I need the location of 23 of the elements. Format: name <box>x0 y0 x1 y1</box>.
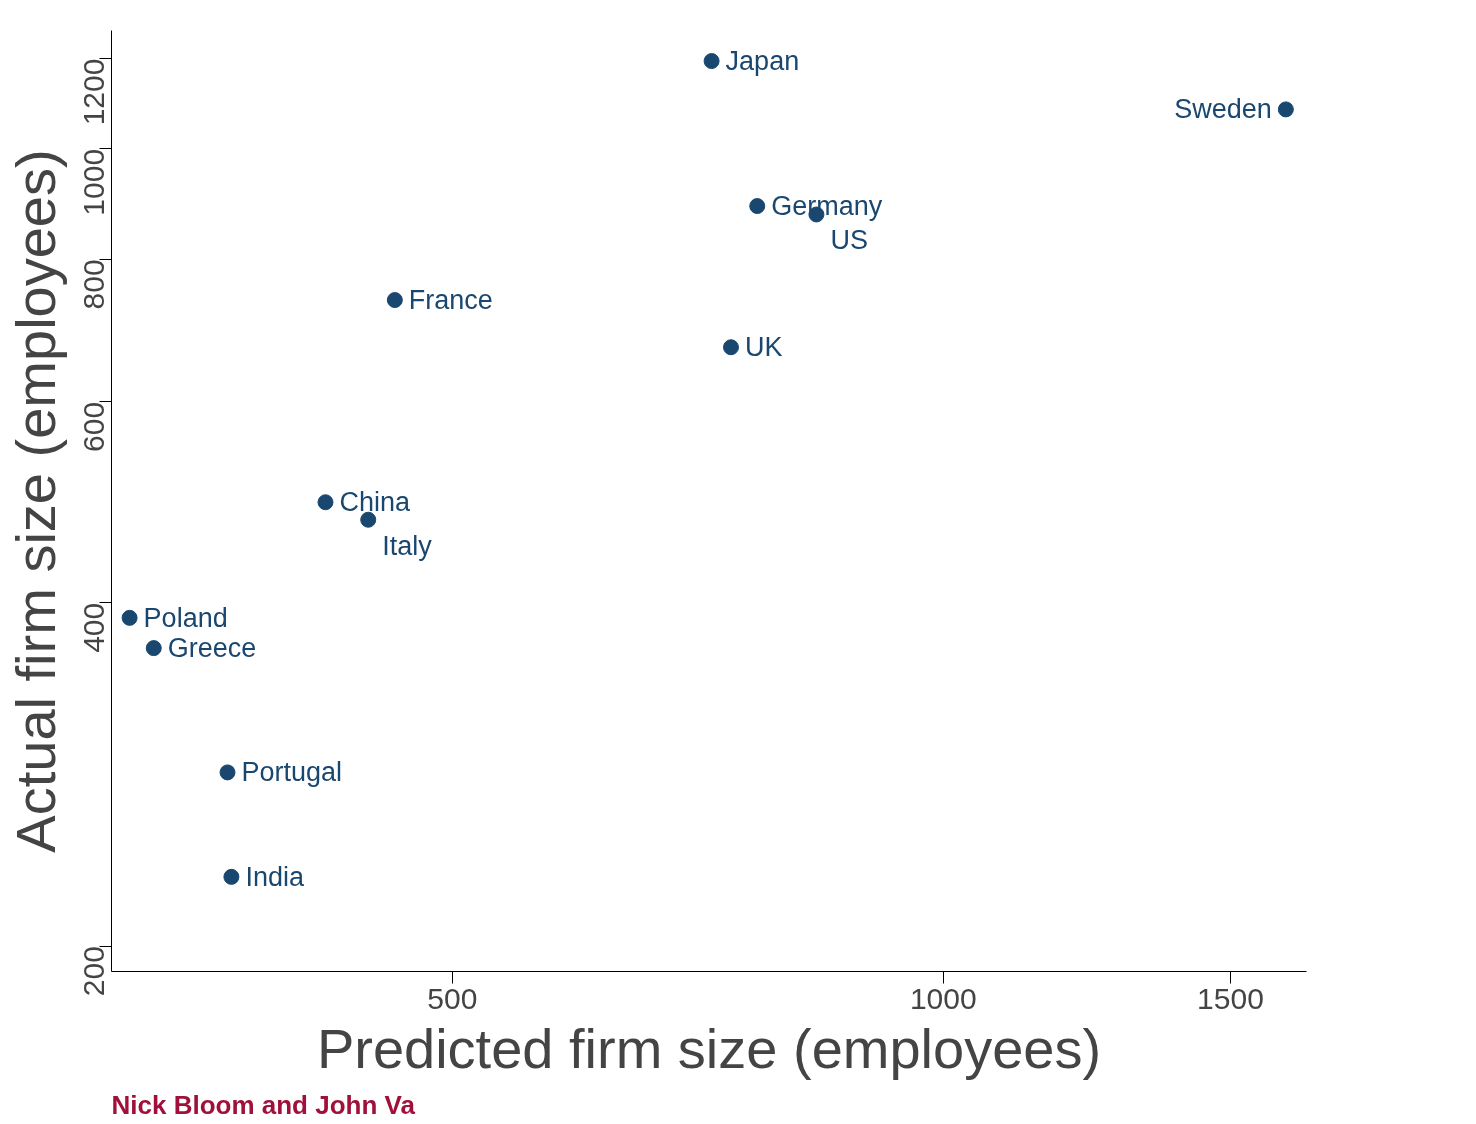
annotation: Japan <box>725 46 800 77</box>
text: Nick Bloom and John Va <box>111 1089 416 1120</box>
x-tick-label: 1500 <box>1197 981 1264 1015</box>
annotation: China <box>339 487 412 518</box>
y-tick-label: 600 <box>77 401 111 452</box>
annotation: Poland <box>143 602 228 633</box>
y-tick-label: 1200 <box>77 58 111 126</box>
y-tick-label: 1000 <box>77 148 111 216</box>
annotation: India <box>245 861 305 892</box>
annotation: UK <box>744 332 783 363</box>
y-tick-label: 200 <box>77 946 111 997</box>
annotation: Greece <box>167 633 257 664</box>
y-axis-title: Actual firm size (employees) <box>3 149 67 853</box>
x-axis-title: Predicted firm size (employees) <box>316 1016 1102 1080</box>
x-tick-label: 1000 <box>909 981 977 1015</box>
annotation: Sweden <box>1174 94 1272 125</box>
annotation: Portugal <box>241 757 343 788</box>
annotation: France <box>408 285 493 316</box>
y-tick-label: 400 <box>77 602 111 653</box>
y-tick-label: 800 <box>77 259 111 310</box>
x-tick-label: 500 <box>427 981 478 1015</box>
annotation: Italy <box>382 530 433 561</box>
annotation: US <box>830 225 868 256</box>
